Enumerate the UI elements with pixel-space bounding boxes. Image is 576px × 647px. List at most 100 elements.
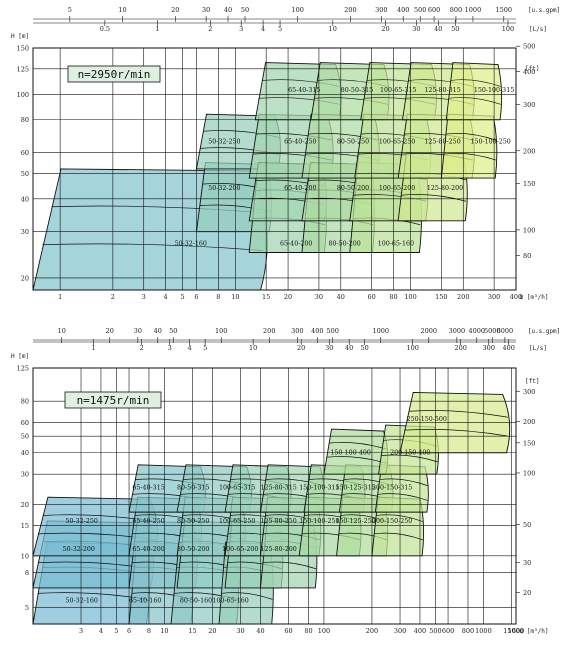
region-label: 100-65-315	[380, 87, 416, 94]
speed-label: n=2950r/min	[78, 68, 151, 81]
y-tick-label-ft: 400	[523, 68, 535, 76]
x-tick-label-ls: 30	[412, 25, 420, 33]
region-label: 200-150-250	[372, 518, 412, 525]
x-tick-label-m3h: 15	[262, 293, 270, 301]
x-tick-label-m3h: 5	[114, 627, 118, 635]
region-label: 150-100-315	[474, 87, 514, 94]
y-tick-label-ft: 300	[523, 388, 535, 396]
region-label: 50-32-250	[66, 518, 98, 525]
region-label: 100-65-200	[379, 185, 415, 192]
y-tick-label-m: 15	[21, 522, 29, 530]
region-label: 100-65-315	[219, 485, 255, 492]
x-tick-label-ls: 20	[381, 25, 389, 33]
y-tick-label-m: 5	[25, 604, 29, 612]
y-tick-label-ft: 100	[523, 469, 535, 477]
x-tick-label-m3h: 60	[284, 627, 292, 635]
x-tick-label-gpm: 20	[106, 327, 114, 335]
region-label: 100-65-250	[219, 518, 255, 525]
x-tick-label-ls: 40	[434, 25, 442, 33]
impeller-curve	[408, 410, 508, 418]
x-tick-label-ls: 1	[92, 344, 96, 352]
x-tick-label-gpm: 3000	[449, 327, 466, 335]
region-label: 100-65-250	[379, 139, 415, 146]
impeller-curve	[377, 493, 428, 501]
x-tick-label-gpm: 100	[215, 327, 227, 335]
x-tick-label-m3h: 100	[318, 627, 330, 635]
y-tick-label-m: 80	[21, 398, 29, 406]
x-tick-label-m3h: 1000	[475, 627, 492, 635]
y-tick-label-m: 60	[21, 419, 29, 427]
x-tick-label-gpm: 50	[169, 327, 177, 335]
region-label: 200-150-315	[372, 485, 412, 492]
y-axis-ft: 80 100 150 200 300 400 500 [ft]	[516, 43, 539, 260]
region-label: 65-40-315	[288, 87, 320, 94]
region-label: 65-40-200	[132, 546, 164, 553]
impeller-curve	[450, 79, 501, 87]
x-tick-label-m3h: 2	[111, 293, 115, 301]
region-label: 200-150-400	[390, 450, 430, 457]
impeller-curve	[445, 133, 497, 141]
x-tick-label-m3h: 40	[256, 627, 264, 635]
region-label: 80-50-200	[177, 546, 209, 553]
x-tick-label-gpm: 30	[202, 6, 210, 14]
y-tick-label-m: 125	[17, 65, 29, 73]
y-tick-label-ft: 200	[523, 147, 535, 155]
x-tick-label-ls: 3	[168, 344, 172, 352]
impeller-curve	[404, 429, 508, 437]
region-label: 65-40-160	[129, 597, 161, 604]
region-label: 65-40-250	[132, 518, 164, 525]
y-tick-label-ft: 100	[523, 226, 535, 234]
x-tick-label-m3h: 1500	[503, 627, 520, 635]
region-label: 150-100-400	[331, 450, 371, 457]
x-tick-label-gpm: 400	[311, 327, 323, 335]
y-tick-label-m: 80	[21, 116, 29, 124]
x-tick-label-gpm: 500	[414, 6, 426, 14]
x-tick-label-gpm: 5	[68, 6, 72, 14]
impeller-curve	[443, 152, 497, 161]
x-tick-label-m3h: 30	[315, 293, 323, 301]
x-tick-label-m3h: 200	[457, 293, 469, 301]
x-axis-ls: 1 2 3 4 5 10 20 30 40 50 100 200 300 400 [L/s]	[33, 339, 547, 352]
x-tick-label-m3h: 6	[127, 627, 131, 635]
impeller-curve	[448, 97, 501, 105]
x-tick-label-m3h: 8	[147, 627, 151, 635]
x-tick-label-ls: 20	[297, 344, 305, 352]
pump-regions	[32, 62, 503, 291]
y-tick-label-m: 10	[21, 552, 29, 560]
x-tick-label-m3h: 500	[429, 627, 441, 635]
impeller-curve	[262, 561, 317, 570]
x-tick-label-m3h: 4	[164, 293, 168, 301]
y-tick-label-m: 50	[21, 433, 29, 441]
region-150-100-250	[440, 113, 498, 179]
x-tick-label-ls: 50	[451, 25, 459, 33]
y-tick-label-ft: 500	[523, 43, 535, 51]
y-tick-label-m: 100	[17, 91, 29, 99]
x-tick-label-m3h: 300	[394, 627, 406, 635]
region-label: 65-40-315	[132, 485, 164, 492]
y-tick-label-m: 30	[21, 471, 29, 479]
y-tick-label-ft: 80	[523, 252, 531, 260]
region-label: 125-80-315	[260, 485, 296, 492]
region-label: 150-100-250	[299, 518, 339, 525]
x-tick-label-m3h: 4	[99, 627, 103, 635]
y-tick-label-ft: 300	[523, 101, 535, 109]
y-tick-label-m: 150	[17, 45, 29, 53]
region-label: 80-50-200	[337, 185, 369, 192]
x-axis-unit-m3h: Q [m³/h]	[520, 628, 549, 635]
x-tick-label-ls: 10	[249, 344, 257, 352]
region-label: 50-32-200	[63, 546, 95, 553]
region-label: 150-100-250	[471, 139, 511, 146]
x-tick-label-gpm: 300	[375, 6, 387, 14]
x-tick-label-gpm: 200	[263, 327, 275, 335]
x-axis-unit-ls: [L/s]	[529, 26, 547, 33]
speed-label-box	[67, 65, 161, 83]
x-tick-label-ls: 300	[483, 344, 495, 352]
region-label: 125-80-200	[260, 546, 296, 553]
y-axis-m: 5 8 10 15 20 30 40 50 60 80 125 H [m]	[11, 353, 29, 612]
speed-label: n=1475r/min	[77, 394, 150, 407]
x-tick-label-m3h: 8	[216, 293, 220, 301]
x-tick-label-m3h: 10	[160, 627, 168, 635]
region-label: 65-40-250	[284, 139, 316, 146]
